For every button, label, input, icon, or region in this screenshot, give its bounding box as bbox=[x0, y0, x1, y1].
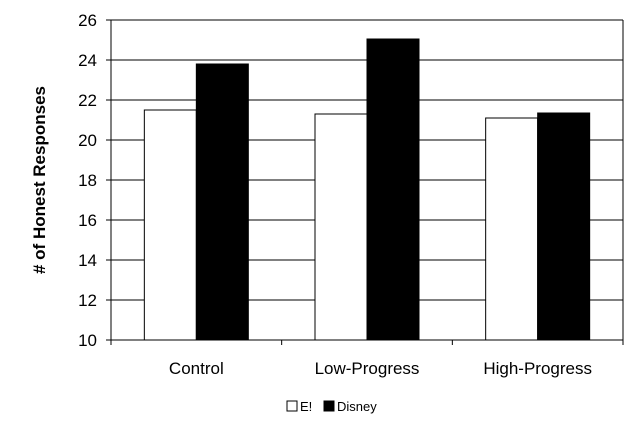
legend-label-e: E! bbox=[300, 399, 312, 414]
y-tick-label: 18 bbox=[78, 171, 97, 190]
bar-e-high-progress bbox=[485, 117, 539, 341]
y-tick-label: 22 bbox=[78, 91, 97, 110]
x-tick-label: Control bbox=[169, 359, 224, 378]
axes bbox=[106, 19, 624, 345]
y-tick-label: 26 bbox=[78, 11, 97, 30]
bar-e-control bbox=[143, 109, 197, 341]
bar-disney-low-progress bbox=[366, 38, 420, 341]
y-tick-label: 12 bbox=[78, 291, 97, 310]
y-tick-label: 24 bbox=[78, 51, 97, 70]
legend-swatch-e bbox=[286, 400, 298, 412]
x-tick-labels: Control Low-Progress High-Progress bbox=[169, 359, 592, 378]
legend-label-disney: Disney bbox=[337, 399, 377, 414]
bar-e-low-progress bbox=[314, 113, 368, 341]
bar-disney-control bbox=[195, 63, 249, 341]
bar-disney-high-progress bbox=[537, 112, 591, 341]
y-tick-label: 10 bbox=[78, 331, 97, 350]
legend: E! Disney bbox=[286, 399, 377, 414]
y-axis-label: # of Honest Responses bbox=[30, 86, 49, 274]
bars bbox=[143, 38, 591, 341]
y-tick-label: 16 bbox=[78, 211, 97, 230]
x-tick-label: Low-Progress bbox=[315, 359, 420, 378]
y-tick-label: 20 bbox=[78, 131, 97, 150]
legend-swatch-disney bbox=[323, 400, 335, 412]
y-tick-label: 14 bbox=[78, 251, 97, 270]
y-tick-labels: 10 12 14 16 18 20 22 24 26 bbox=[78, 11, 97, 350]
x-tick-label: High-Progress bbox=[483, 359, 592, 378]
